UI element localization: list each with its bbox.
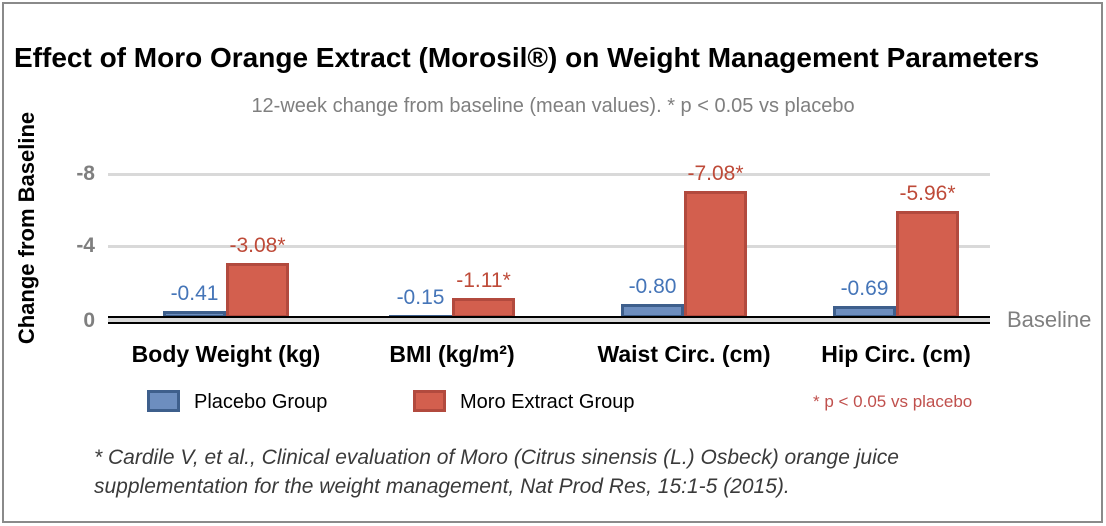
chart-subtitle: 12-week change from baseline (mean value… [251, 95, 855, 117]
significance-note: * p < 0.05 vs placebo [813, 392, 973, 411]
y-axis-title: Change from Baseline [14, 111, 39, 345]
bar-value-label: -0.69 [840, 277, 889, 300]
category-label-2: Waist Circ. (cm) [597, 341, 771, 367]
bar-value-label: -7.08* [687, 162, 744, 185]
placebo-swatch-icon [147, 390, 180, 412]
bar-value-label: -1.11* [456, 269, 511, 292]
baseline-rule-fill [108, 318, 990, 322]
bar-value-label: -0.41 [170, 282, 219, 305]
bar-value-label: -3.08* [229, 234, 286, 257]
gridline [108, 245, 990, 248]
baseline-rule-top [108, 316, 990, 318]
bar-moro-3 [896, 211, 959, 318]
baseline-rule-bottom [108, 322, 990, 324]
category-label-0: Body Weight (kg) [131, 341, 321, 367]
citation-line-2: supplementation for the weight managemen… [94, 475, 790, 498]
bar-moro-0 [226, 263, 289, 318]
category-label-3: Hip Circ. (cm) [821, 341, 971, 367]
bar-moro-1 [452, 298, 515, 318]
citation-footnote: * Cardile V, et al., Clinical evaluation… [94, 443, 899, 501]
bar-value-label: -5.96* [899, 182, 956, 205]
gridline [108, 173, 990, 176]
moro-swatch-icon [413, 390, 446, 412]
legend-label-moro: Moro Extract Group [460, 391, 635, 413]
bar-value-label: -0.80 [628, 275, 677, 298]
category-label-1: BMI (kg/m²) [389, 341, 515, 367]
chart-title: Effect of Moro Orange Extract (Morosil®)… [14, 42, 1040, 73]
y-tick-label: 0 [83, 309, 95, 332]
bar-moro-2 [684, 191, 747, 318]
citation-line-1: * Cardile V, et al., Clinical evaluation… [94, 446, 899, 469]
bar-value-label: -0.15 [396, 286, 445, 309]
baseline-label: Baseline [1007, 307, 1092, 332]
y-tick-label: -4 [76, 234, 95, 257]
y-tick-label: -8 [76, 162, 95, 185]
legend-label-placebo: Placebo Group [194, 391, 328, 413]
